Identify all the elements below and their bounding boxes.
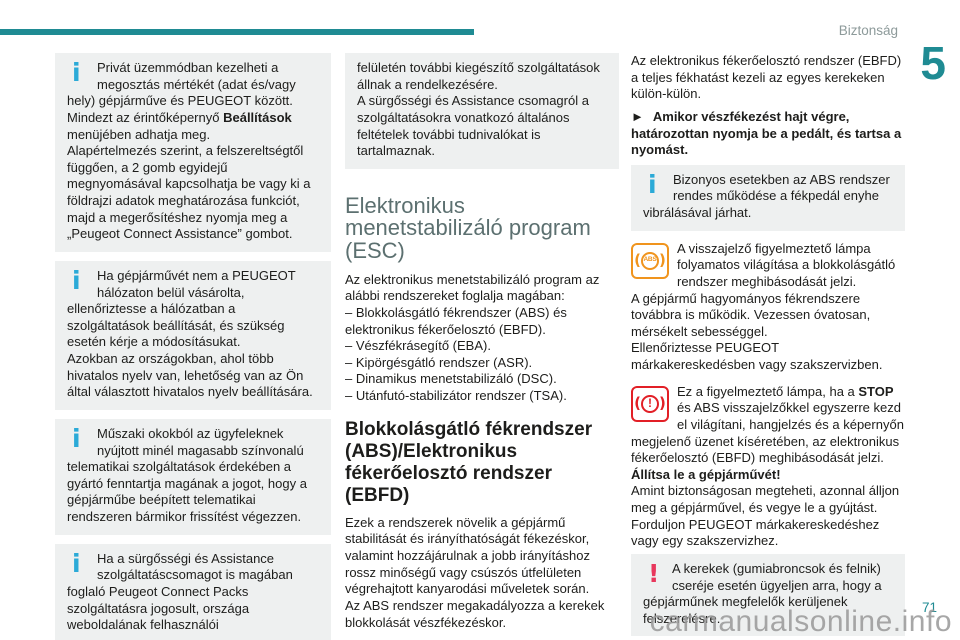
warning-exclamation-icon: ! <box>648 558 660 588</box>
chapter-number: 5 <box>920 37 946 89</box>
note-text: Privát üzemmódban kezelheti a megosztás … <box>67 60 296 125</box>
lamp-paren-right: ) <box>659 251 666 270</box>
instruction-text: Amikor vészfékezést hajt végre, határozo… <box>631 108 902 158</box>
note-text: Ha a sürgősségi és Assistance szolgáltat… <box>67 550 293 633</box>
body-text: és ABS visszajelzőkkel egyszerre kezd el… <box>631 400 904 466</box>
info-icon: i <box>72 423 81 453</box>
info-box-6: i Bizonyos esetekben az ABS rendszer rend… <box>631 164 905 231</box>
info-box-1: i Privát üzemmódban kezelheti a megosztás… <box>55 53 331 252</box>
note-text: felületén további kiegészítő szolgáltatá… <box>357 60 600 159</box>
column-1: i Privát üzemmódban kezelheti a megosztás… <box>55 53 331 640</box>
ebfd-intro: Az elektronikus fékerőelosztó rendszer (… <box>631 53 905 103</box>
body-text: Ez a figyelmeztető lámpa, ha a <box>677 383 859 399</box>
section-heading-text: Elektronikus menetstabilizáló program (E… <box>345 192 591 264</box>
info-icon: i <box>72 58 81 87</box>
body-text: Az elektronikus fékerőelosztó rendszer (… <box>631 53 902 102</box>
note-text: menüjében adhatja meg. Alapértelmezés sz… <box>67 126 311 242</box>
body-text: A visszajelző figyelmeztető lámpa folyam… <box>631 240 896 372</box>
note-text: Műszaki okokból az ügyfeleknek nyújtott … <box>67 425 307 524</box>
lamp-paren-left: ( <box>634 394 641 413</box>
watermark: carmanualsonline.info <box>649 605 952 638</box>
brake-warning-lamp-icon: (!) <box>631 385 669 422</box>
page-header-title: Biztonság <box>838 23 898 38</box>
info-box-3: i Műszaki okokból az ügyfeleknek nyújtott… <box>55 418 331 535</box>
warning-box: ! A kerekek (gumiabroncsok és felnik) cse… <box>631 553 905 637</box>
info-icon: i <box>72 265 81 295</box>
info-box-2: i Ha gépjárművét nem a PEUGEOT hálózaton … <box>55 260 331 410</box>
chapter-rule <box>0 29 474 35</box>
body-text: Az elektronikus menetstabilizáló program… <box>345 271 600 404</box>
body-text: Amint biztonságosan megteheti, azonnal á… <box>631 483 900 549</box>
column-3: Az elektronikus fékerőelosztó rendszer (… <box>631 53 905 640</box>
stop-vehicle-label: Állítsa le a gépjárművét! <box>631 466 781 482</box>
section-heading-esc: Elektronikus menetstabilizáló program (E… <box>345 192 619 264</box>
lamp-paren-right: ) <box>659 394 666 413</box>
brake-lamp-glyph: ! <box>641 394 659 413</box>
braking-instruction: ► Amikor vészfékezést hajt végre, határoz… <box>631 109 905 159</box>
abs-warning-lamp-icon: (ABS) <box>631 242 669 279</box>
body-text: Ezek a rendszerek növelik a gépjármű sta… <box>345 514 605 630</box>
column-2: felületén további kiegészítő szolgáltatá… <box>345 53 619 637</box>
note-text: Bizonyos esetekben az ABS rendszer rende… <box>643 171 890 220</box>
lamp-paren-left: ( <box>634 251 641 270</box>
section-heading-abs-ebfd: Blokkolásgátló fékrendszer (ABS)/Elektro… <box>345 419 619 507</box>
stop-label: STOP <box>858 383 894 399</box>
info-box-5: felületén további kiegészítő szolgáltatá… <box>345 53 619 169</box>
brake-warning-paragraph: (!) Ez a figyelmeztető lámpa, ha a STOP é… <box>631 384 905 550</box>
action-arrow-icon: ► <box>631 108 644 124</box>
info-icon: i <box>648 169 657 199</box>
page-number: 71 <box>921 600 937 615</box>
abs-lamp-label: ABS <box>641 251 659 270</box>
section-heading-text: Blokkolásgátló fékrendszer (ABS)/Elektro… <box>345 418 593 506</box>
note-text: Ha gépjárművét nem a PEUGEOT hálózaton b… <box>67 267 313 400</box>
esc-body: Az elektronikus menetstabilizáló program… <box>345 272 619 405</box>
note-text-bold: Beállítások <box>223 109 292 125</box>
info-box-4: i Ha a sürgősségi és Assistance szolgálta… <box>55 543 331 640</box>
note-text: A kerekek (gumiabroncsok és felnik) cser… <box>643 560 882 626</box>
info-icon: i <box>72 548 81 578</box>
abs-body: Ezek a rendszerek növelik a gépjármű sta… <box>345 515 619 631</box>
abs-warning-paragraph: (ABS) A visszajelző figyelmeztető lámpa f… <box>631 241 905 374</box>
